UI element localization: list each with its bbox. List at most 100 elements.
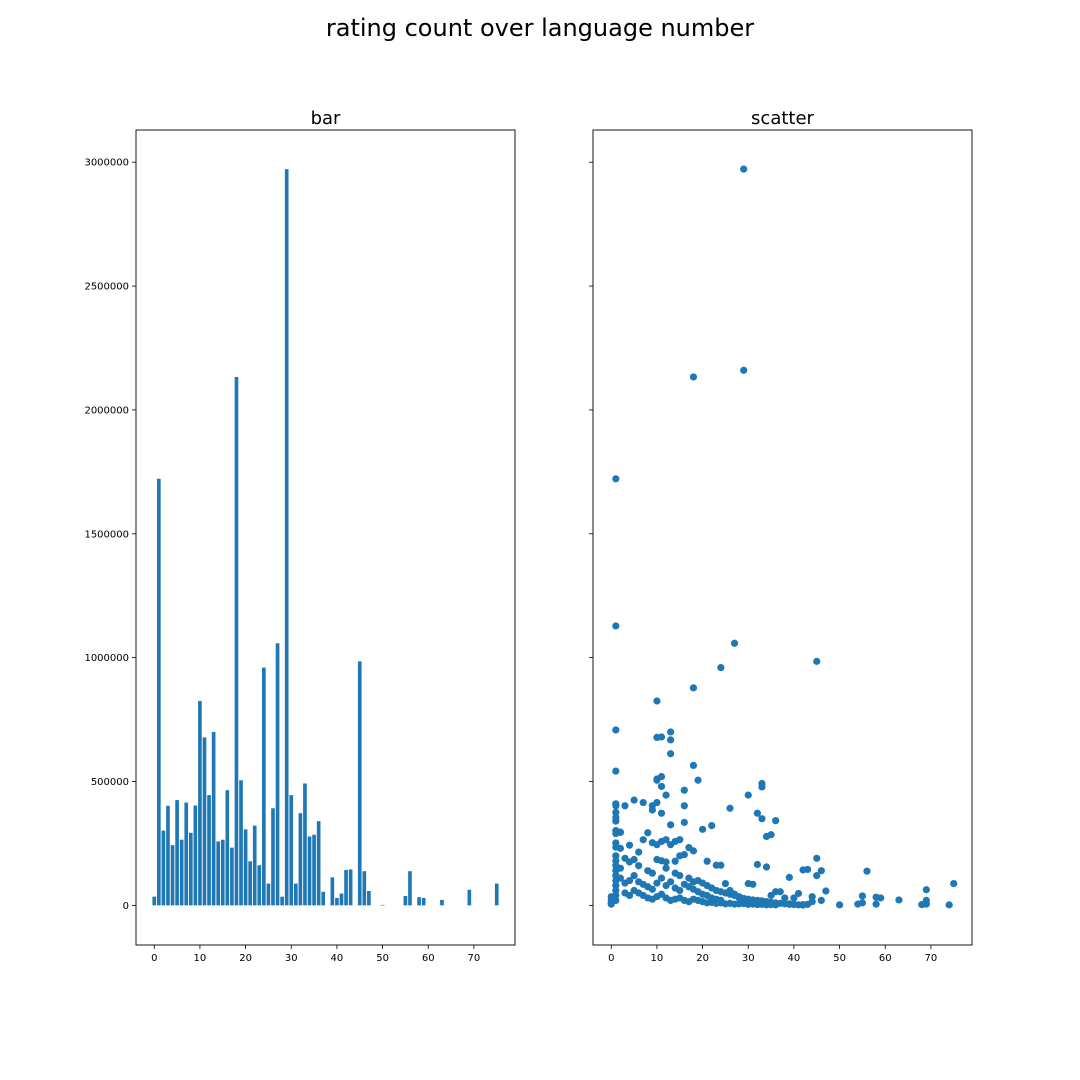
- scatter-point: [721, 879, 730, 888]
- y-tick-label: 3000000: [84, 158, 129, 169]
- chart-title: bar: [311, 108, 341, 129]
- scatter-point: [767, 901, 775, 909]
- scatter-point: [858, 899, 867, 907]
- scatter-point: [667, 750, 675, 758]
- scatter-point: [872, 900, 880, 908]
- scatter-point: [639, 836, 647, 844]
- x-tick-label: 40: [788, 953, 801, 964]
- scatter-point: [762, 832, 771, 841]
- scatter-point: [799, 901, 807, 909]
- bar: [440, 899, 444, 906]
- bar: [357, 661, 362, 906]
- bar: [157, 478, 161, 906]
- scatter-point: [950, 879, 958, 888]
- scatter-point: [717, 663, 725, 672]
- x-tick-label: 50: [833, 953, 846, 964]
- bar: [417, 897, 421, 906]
- bar: [179, 839, 184, 906]
- scatter-chart: scatter 0 10 20 30 40 50 60 70: [589, 108, 973, 964]
- y-tick-label: 500000: [91, 777, 129, 788]
- scatter-point: [630, 796, 638, 804]
- bar: [271, 808, 275, 906]
- bar: [408, 871, 412, 906]
- scatter-point: [653, 879, 661, 887]
- scatter-point: [772, 817, 780, 825]
- scatter-point: [895, 896, 903, 904]
- x-tick-label: 70: [925, 953, 938, 964]
- x-tick-label: 0: [151, 953, 157, 964]
- scatter-point: [689, 761, 698, 770]
- scatter-point: [635, 848, 643, 856]
- scatter-point: [667, 841, 675, 849]
- bar: [298, 813, 303, 906]
- scatter-point: [612, 881, 620, 890]
- bar: [284, 169, 289, 906]
- scatter-point: [680, 786, 688, 794]
- bar: [335, 897, 339, 906]
- scatter-point: [648, 869, 656, 877]
- scatter-point: [822, 887, 830, 895]
- axes-frame: [592, 129, 973, 946]
- scatter-point: [758, 783, 766, 791]
- bar: [312, 834, 316, 906]
- scatter-point: [662, 791, 670, 799]
- bar: [421, 897, 426, 906]
- scatter-point: [657, 733, 666, 741]
- bar: [166, 805, 170, 906]
- bar: [248, 861, 252, 906]
- scatter-point: [612, 726, 620, 734]
- scatter-point: [625, 876, 634, 885]
- scatter-point: [648, 806, 656, 814]
- scatter-point: [689, 847, 698, 855]
- bar: [293, 883, 298, 906]
- scatter-point: [689, 684, 698, 692]
- scatter-point: [616, 828, 624, 836]
- scatter-point: [785, 873, 793, 881]
- scatter-point: [717, 861, 725, 869]
- scatter-point: [653, 775, 661, 783]
- scatter-point: [922, 900, 930, 908]
- scatter-point: [639, 798, 647, 807]
- bar: [152, 896, 157, 906]
- scatter-point: [753, 809, 761, 817]
- scatter-point: [863, 867, 871, 875]
- scatter-point: [607, 900, 615, 908]
- scatter-point: [657, 782, 666, 791]
- scatter-point: [767, 891, 775, 900]
- bar: [275, 643, 280, 906]
- axes-frame: [135, 129, 516, 946]
- scatter-point: [648, 885, 656, 893]
- scatter-point: [667, 821, 675, 829]
- bar: [266, 883, 271, 906]
- scatter-point: [858, 892, 867, 900]
- x-tick-label: 30: [742, 953, 755, 964]
- bar: [321, 891, 326, 906]
- scatter-point: [621, 802, 629, 810]
- bar: [303, 783, 307, 906]
- bar: [344, 869, 348, 906]
- y-tick-label: 2000000: [84, 405, 129, 416]
- scatter-point: [653, 697, 661, 705]
- bar: [467, 889, 472, 906]
- scatter-point: [625, 891, 634, 900]
- bar: [239, 780, 243, 906]
- scatter-point: [612, 767, 620, 775]
- x-tick-label: 10: [194, 953, 207, 964]
- bar: [175, 800, 179, 906]
- bar: [330, 877, 335, 906]
- scatter-point: [612, 857, 620, 865]
- scatter-point: [662, 858, 670, 866]
- bar: [170, 845, 175, 906]
- scatter-point: [680, 818, 688, 826]
- bar: [198, 700, 202, 906]
- scatter-point: [877, 894, 885, 902]
- scatter-point: [676, 886, 684, 895]
- y-tick-label: 2500000: [84, 282, 129, 293]
- scatter-point: [717, 896, 725, 905]
- bar: [184, 802, 189, 906]
- scatter-point: [790, 894, 798, 902]
- x-tick-label: 40: [331, 953, 344, 964]
- x-tick-label: 60: [422, 953, 435, 964]
- scatter-point: [667, 736, 675, 744]
